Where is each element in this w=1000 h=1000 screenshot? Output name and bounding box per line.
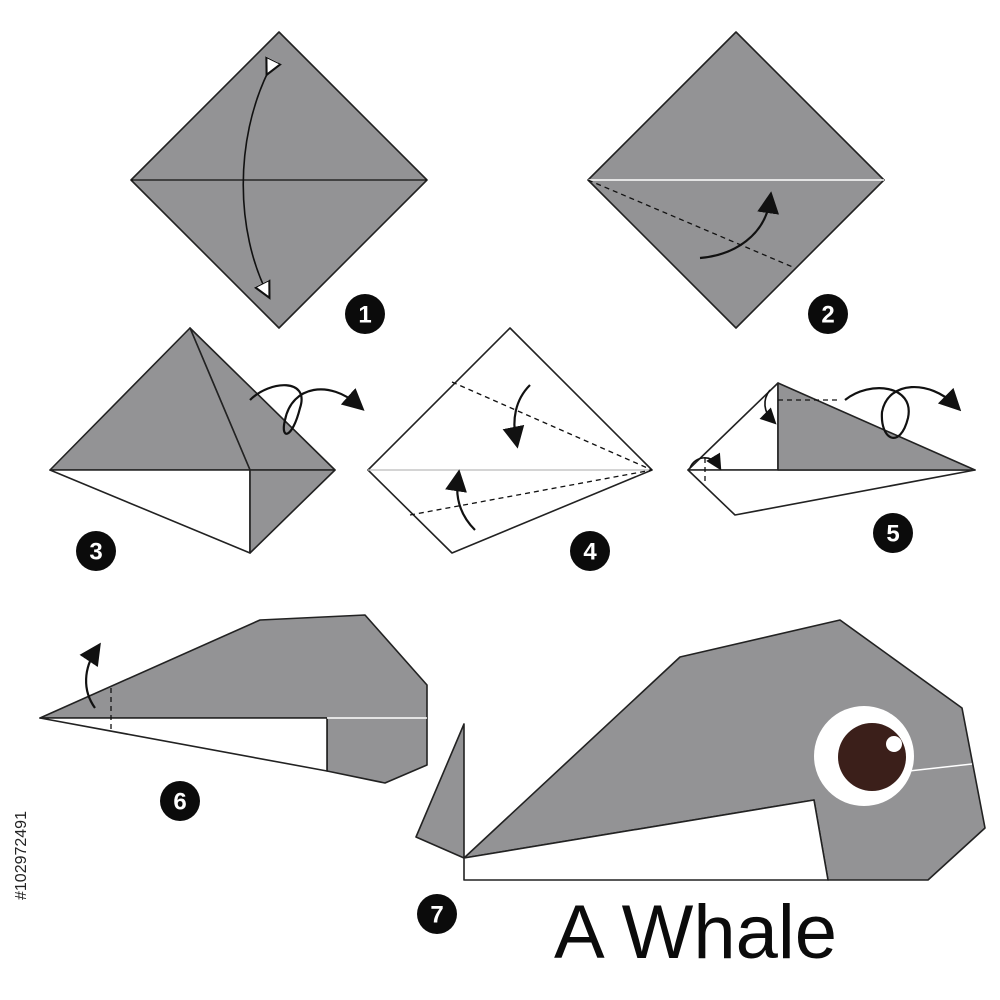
- step-4-number: 4: [583, 539, 597, 566]
- stock-id-label: #102972491: [13, 811, 30, 900]
- step-2-diagram: [587, 31, 885, 329]
- step-1-number: 1: [358, 302, 371, 329]
- step-4-badge: 4: [570, 531, 610, 571]
- step-3-badge: 3: [76, 531, 116, 571]
- step-2-badge: 2: [808, 294, 848, 334]
- step-1-diagram: [130, 31, 428, 329]
- step-2-number: 2: [821, 302, 834, 329]
- step-7-number: 7: [430, 902, 443, 929]
- step-6-diagram: [39, 614, 428, 784]
- step-6-badge: 6: [160, 781, 200, 821]
- step-7-badge: 7: [417, 894, 457, 934]
- whale-eye: [814, 706, 914, 806]
- step-3-number: 3: [89, 539, 102, 566]
- step-1-badge: 1: [345, 294, 385, 334]
- step-7-whale: [415, 619, 986, 881]
- step-6-number: 6: [173, 789, 186, 816]
- step-5-number: 5: [886, 521, 899, 548]
- step-4-diagram: [367, 327, 653, 554]
- step-5-diagram: [687, 382, 976, 516]
- step-3-diagram: [49, 327, 365, 554]
- step-5-badge: 5: [873, 513, 913, 553]
- title: A Whale: [554, 890, 837, 975]
